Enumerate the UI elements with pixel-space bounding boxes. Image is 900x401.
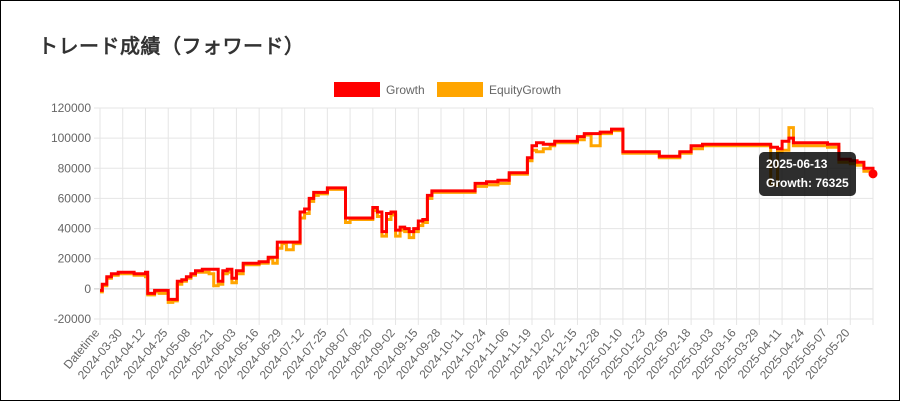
y-tick-label: 40000	[58, 222, 92, 236]
y-tick-label: 20000	[58, 252, 92, 266]
legend-label[interactable]: EquityGrowth	[489, 83, 561, 97]
y-tick-label: 60000	[58, 191, 92, 205]
growth-last-point[interactable]	[868, 169, 878, 179]
y-tick-label: 100000	[51, 131, 91, 145]
legend[interactable]: Growth EquityGrowth	[334, 82, 561, 97]
tooltip-box	[759, 152, 856, 196]
y-tick-label: 0	[84, 282, 91, 296]
series-lines	[100, 126, 878, 304]
tooltip-title: 2025-06-13	[766, 157, 828, 171]
x-axis: Datetime2024-03-302024-04-122024-04-2520…	[61, 326, 853, 382]
legend-label[interactable]: Growth	[386, 83, 425, 97]
equity-growth-legend-swatch[interactable]	[437, 82, 483, 97]
page-title: トレード成績（フォワード）	[38, 34, 305, 58]
tooltip-value: Growth: 76325	[766, 176, 849, 190]
tooltip: 2025-06-13 Growth: 76325	[759, 152, 856, 196]
grid	[94, 107, 874, 325]
growth-series-line	[100, 127, 875, 301]
y-tick-label: -20000	[54, 312, 92, 326]
growth-legend-swatch[interactable]	[334, 82, 380, 97]
y-axis: 120000 100000 80000 60000 40000 20000 0 -20000	[51, 101, 91, 326]
y-tick-label: 80000	[58, 161, 92, 175]
y-tick-label: 120000	[51, 101, 91, 115]
